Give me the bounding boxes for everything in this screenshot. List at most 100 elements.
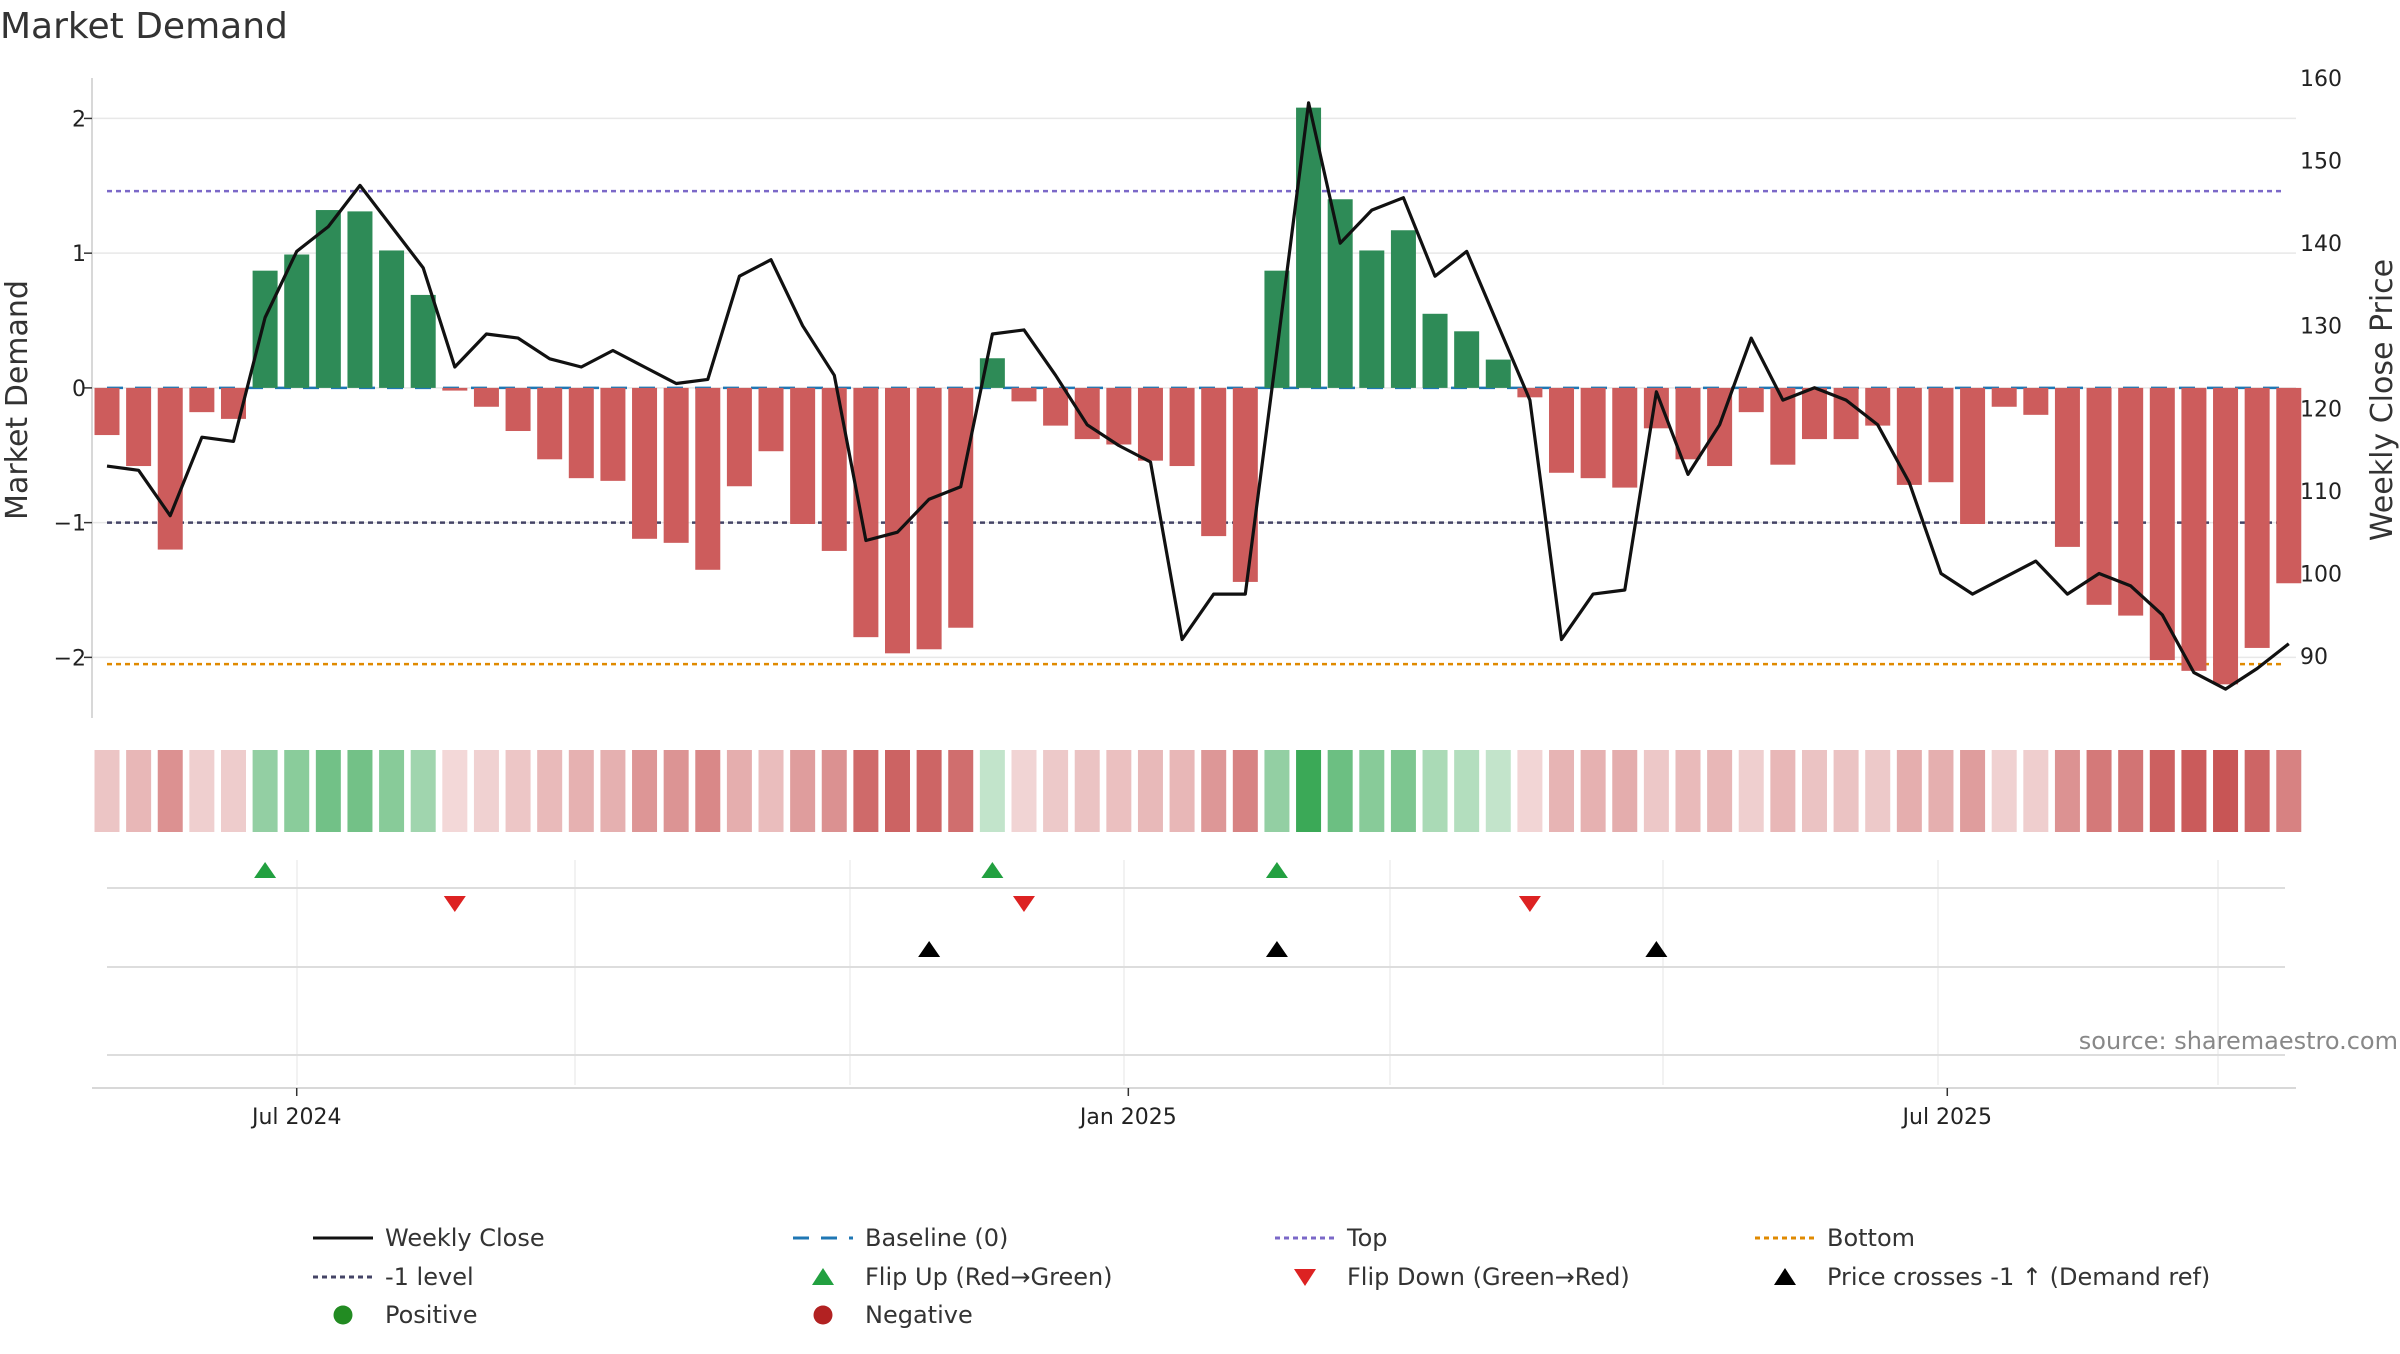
heat-cell (2149, 750, 2175, 832)
demand-bar (537, 387, 563, 460)
demand-bar (1928, 387, 1954, 483)
legend-item: Bottom (1755, 1224, 1915, 1252)
demand-bar (1485, 359, 1511, 388)
heat-cell (663, 750, 689, 832)
heat-cell (473, 750, 499, 832)
y-tick-label-left: 1 (72, 242, 86, 267)
demand-bar (1169, 387, 1195, 467)
demand-bar (1201, 387, 1227, 537)
y-tick-label-right: 130 (2300, 315, 2342, 340)
axes: 2 1 0 −1 −2 160 150 140 130 120 110 100 90 (54, 67, 2342, 718)
heat-cell (1201, 750, 1227, 832)
x-tick-label: Jan 2025 (1078, 1105, 1177, 1130)
heat-cell (2023, 750, 2049, 832)
demand-bar (1232, 387, 1258, 582)
demand-bar (1454, 331, 1480, 388)
demand-bar (948, 387, 974, 628)
demand-heat-strip (94, 750, 2302, 832)
flip-up-marker (981, 862, 1004, 878)
demand-bar (1517, 387, 1543, 398)
legend-item: Negative (813, 1301, 973, 1329)
heat-cell (2244, 750, 2270, 832)
heat-cell (1896, 750, 1922, 832)
heat-cell (94, 750, 120, 832)
demand-bar (1991, 387, 2017, 407)
heat-cell (410, 750, 436, 832)
legend-item: Price crosses -1 ↑ (Demand ref) (1774, 1263, 2210, 1291)
price-cross-marker (918, 941, 941, 957)
legend-swatch (813, 1305, 833, 1325)
legend-item: Flip Down (Green→Red) (1294, 1263, 1630, 1291)
heat-cell (853, 750, 879, 832)
demand-bar (1612, 387, 1638, 488)
legend-swatch (1774, 1268, 1796, 1285)
demand-bar (2181, 387, 2207, 671)
legend-label: Baseline (0) (865, 1224, 1008, 1252)
demand-bar (1801, 387, 1827, 440)
heat-cell (979, 750, 1005, 832)
heat-cell (252, 750, 278, 832)
demand-bar (410, 294, 436, 388)
heat-cell (1232, 750, 1258, 832)
legend-swatch (812, 1268, 834, 1285)
heat-cell (1960, 750, 1986, 832)
heat-cell (2054, 750, 2080, 832)
demand-bar (1359, 250, 1385, 388)
heat-cell (1580, 750, 1606, 832)
y-tick-label-right: 110 (2300, 480, 2342, 505)
demand-bar (2023, 387, 2049, 415)
legend-label: Weekly Close (385, 1224, 545, 1252)
heat-cell (1137, 750, 1163, 832)
x-tick-label: Jul 2024 (250, 1105, 342, 1130)
legend-label: Negative (865, 1301, 973, 1329)
heat-cell (821, 750, 847, 832)
legend-item: Flip Up (Red→Green) (812, 1263, 1113, 1291)
chart-title: Market Demand (0, 6, 288, 47)
demand-bar (632, 387, 658, 539)
heat-cell (2086, 750, 2112, 832)
y-tick-label-right: 150 (2300, 150, 2342, 175)
demand-bar (315, 210, 341, 388)
demand-bar (347, 211, 373, 388)
demand-bar (473, 387, 499, 407)
heat-cell (1043, 750, 1069, 832)
demand-bar (1960, 387, 1986, 524)
event-rows (107, 860, 2285, 1085)
reference-lines (107, 189, 2285, 666)
heat-cell (568, 750, 594, 832)
demand-bar (758, 387, 784, 452)
heat-cell (2118, 750, 2144, 832)
heat-cell (1991, 750, 2017, 832)
demand-bar (126, 387, 152, 467)
demand-bar (1137, 387, 1163, 461)
heat-cell (1264, 750, 1290, 832)
heat-cell (1549, 750, 1575, 832)
y-tick-label-right: 90 (2300, 645, 2328, 670)
demand-bar (442, 387, 468, 391)
heat-cell (1865, 750, 1891, 832)
legend-item: Baseline (0) (793, 1224, 1008, 1252)
demand-bar (568, 387, 594, 479)
x-tick-label: Jul 2025 (1901, 1105, 1993, 1130)
heat-cell (2213, 750, 2239, 832)
flip-down-marker (1012, 896, 1035, 912)
x-axis: Jul 2024 Jan 2025 Jul 2025 (92, 1087, 2296, 1130)
y-tick-label-left: −1 (54, 512, 86, 537)
y-tick-label-left: 0 (72, 377, 86, 402)
heat-cell (1074, 750, 1100, 832)
heat-cell (2276, 750, 2302, 832)
price-cross-marker (1645, 941, 1668, 957)
legend-label: Price crosses -1 ↑ (Demand ref) (1827, 1263, 2210, 1291)
heat-cell (1422, 750, 1448, 832)
y-axis-left-label: Market Demand (0, 280, 35, 520)
demand-bar (1549, 387, 1575, 473)
legend: Weekly Close Baseline (0) Top Bottom -1 leve… (313, 1224, 2210, 1329)
legend-item: -1 level (313, 1263, 474, 1291)
legend-item: Positive (333, 1301, 478, 1329)
heat-cell (347, 750, 373, 832)
demand-bar (885, 387, 910, 654)
legend-label: -1 level (385, 1263, 474, 1291)
price-cross-marker (1265, 941, 1288, 957)
